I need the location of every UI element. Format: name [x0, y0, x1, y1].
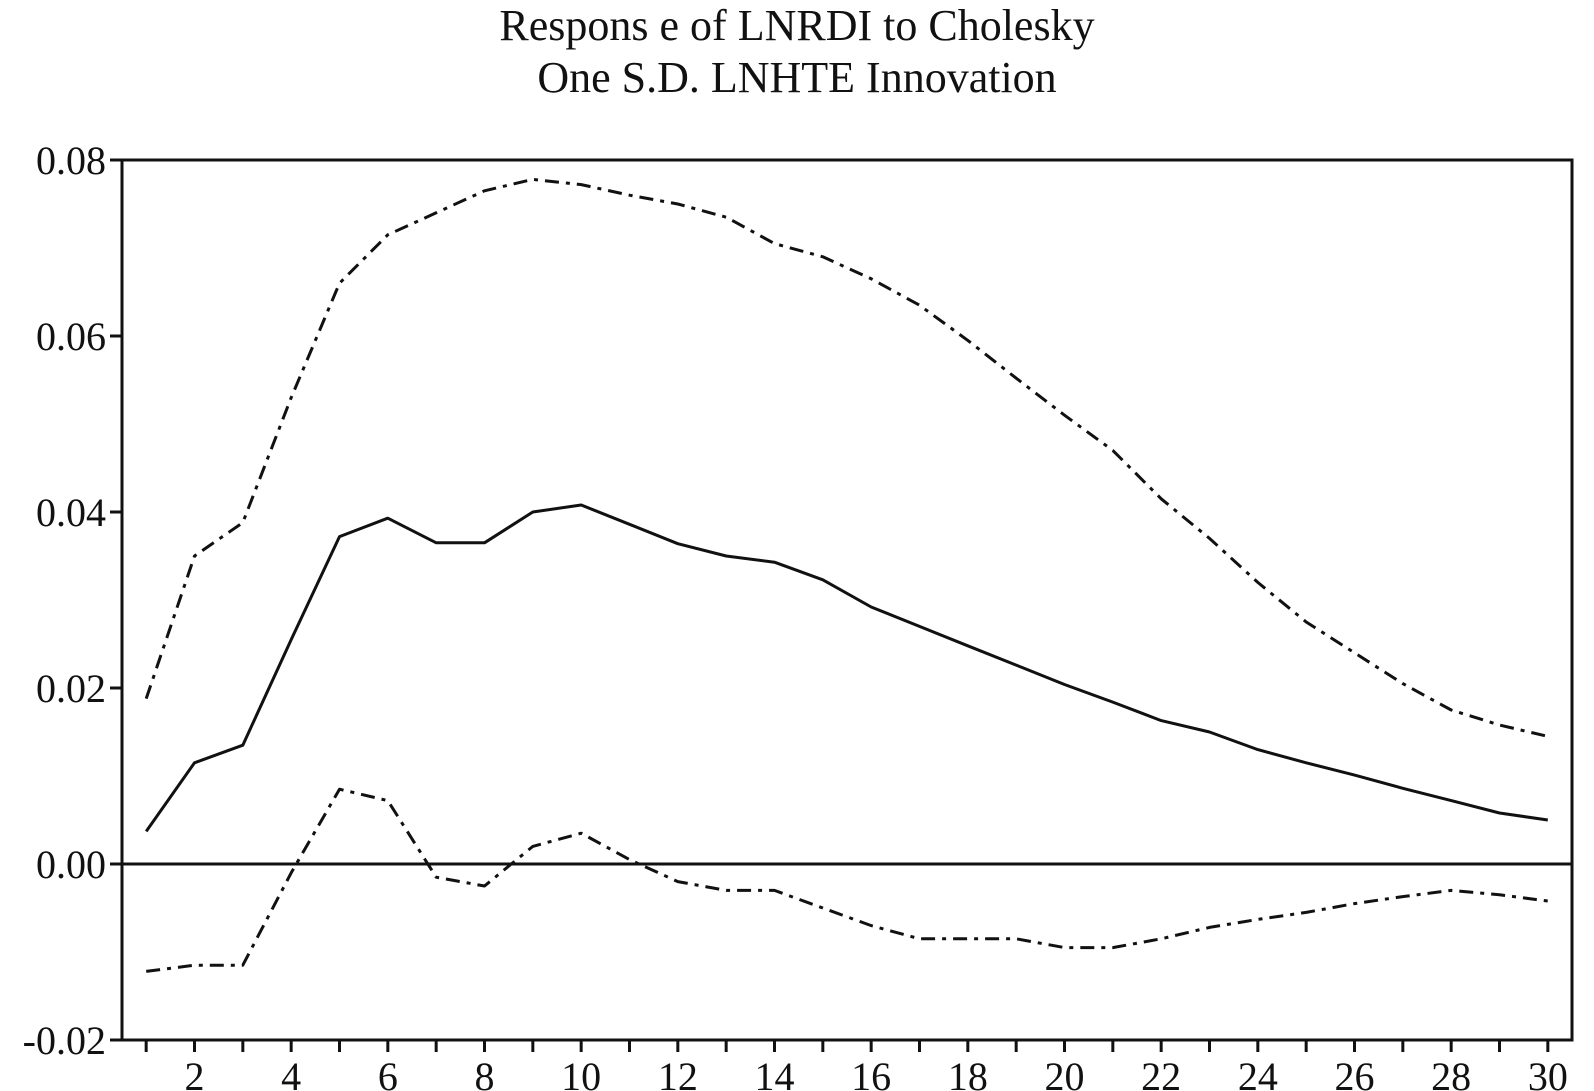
x-tick-label: 24: [1238, 1054, 1278, 1091]
x-tick-label: 4: [281, 1054, 301, 1091]
x-tick-label: 12: [658, 1054, 698, 1091]
x-tick-label: 22: [1141, 1054, 1181, 1091]
x-tick-label: 6: [378, 1054, 398, 1091]
y-tick-label: 0.02: [36, 666, 106, 711]
chart-title: Respons e of LNRDI to Cholesky: [499, 1, 1095, 50]
y-tick-label: 0.08: [36, 138, 106, 183]
chart-subtitle: One S.D. LNHTE Innovation: [537, 53, 1057, 102]
plot-frame: [120, 158, 1574, 1042]
series-group: [144, 177, 1549, 973]
x-tick-label: 16: [851, 1054, 891, 1091]
x-tick-label: 10: [561, 1054, 601, 1091]
y-tick-label: 0.00: [36, 842, 106, 887]
x-tick-label: 18: [948, 1054, 988, 1091]
x-axis: 2 4 6 8 10 12 14 16 18 20 22 24 26 28 30: [144, 1040, 1568, 1091]
y-tick-label: 0.04: [36, 490, 106, 535]
x-tick-label: 2: [185, 1054, 205, 1091]
y-axis: -0.02 0.00 0.02 0.04 0.06 0.08: [23, 138, 122, 1063]
impulse-response-line: [144, 503, 1549, 833]
x-tick-label: 8: [475, 1054, 495, 1091]
x-tick-label: 14: [755, 1054, 795, 1091]
x-tick-label: 28: [1431, 1054, 1471, 1091]
x-tick-label: 30: [1528, 1054, 1568, 1091]
x-tick-label: 20: [1045, 1054, 1085, 1091]
y-tick-label: -0.02: [23, 1018, 106, 1063]
confidence-band-line: [144, 177, 1549, 738]
confidence-band-line: [146, 787, 1548, 973]
x-tick-label: 26: [1335, 1054, 1375, 1091]
y-tick-label: 0.06: [36, 314, 106, 359]
